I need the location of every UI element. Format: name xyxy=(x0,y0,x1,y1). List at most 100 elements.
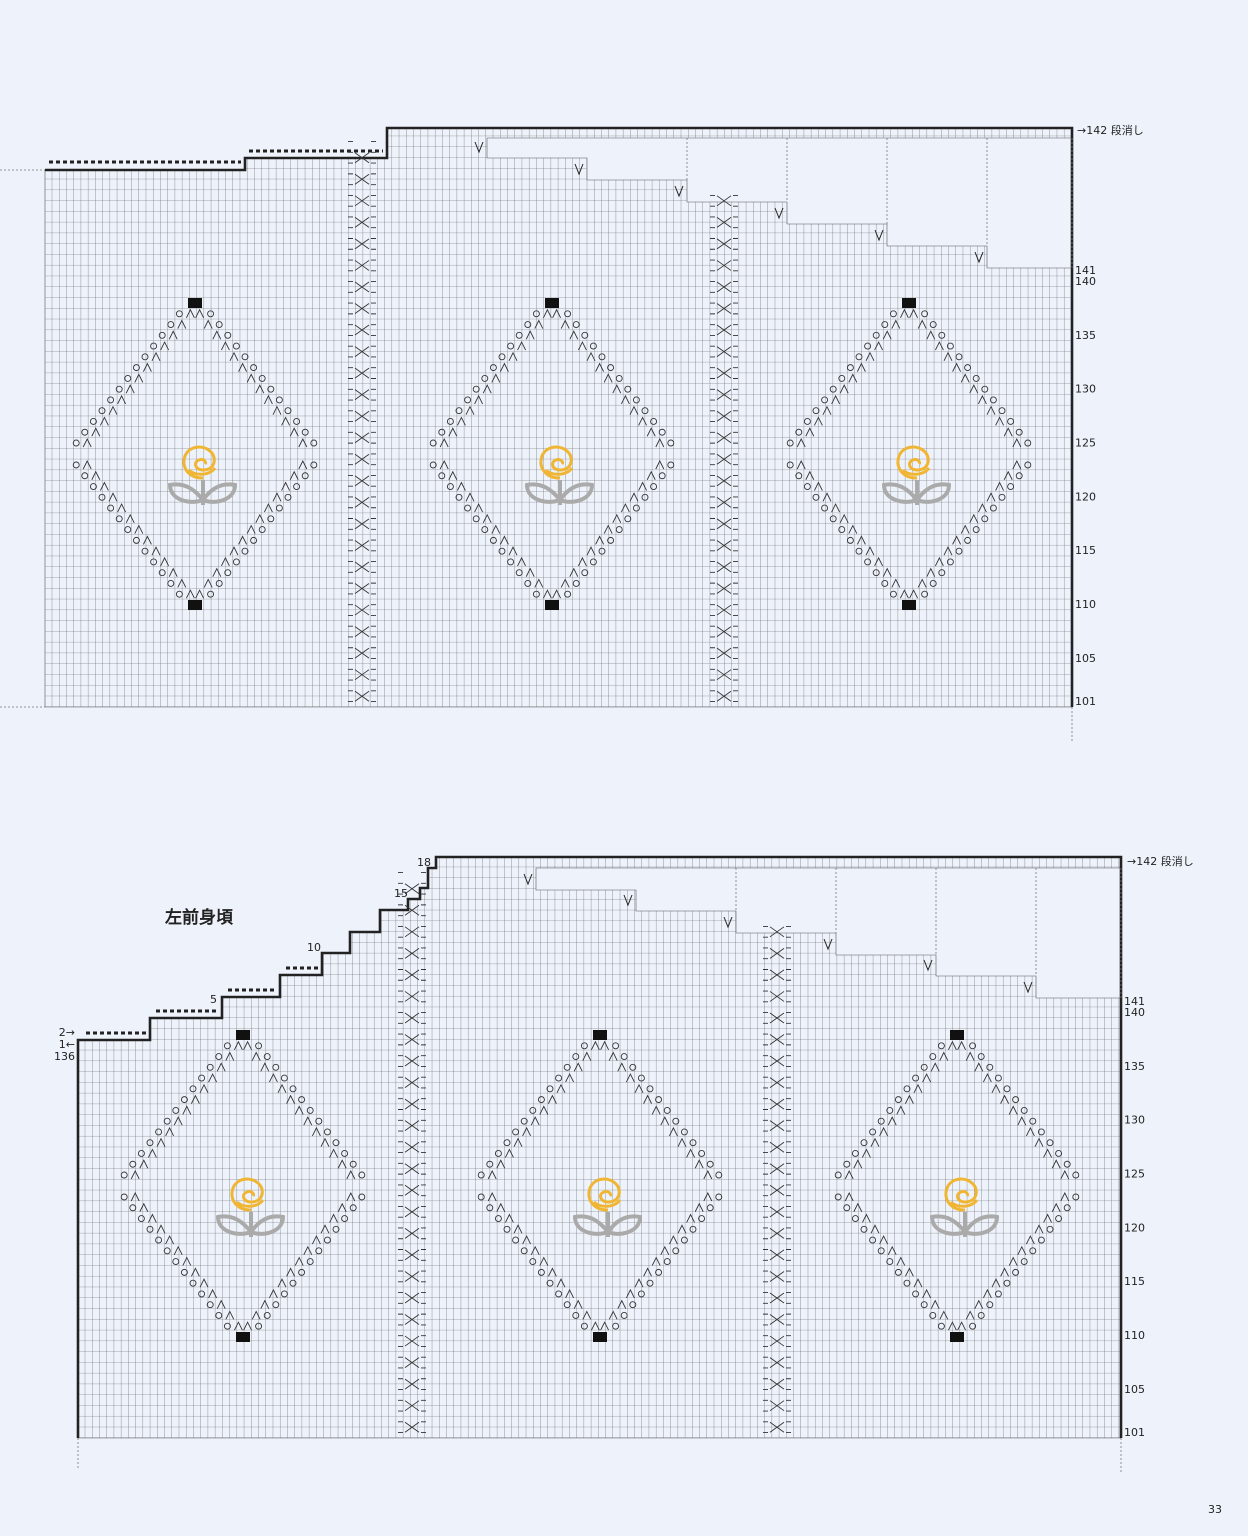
cable-mark xyxy=(769,1141,785,1153)
decrease-mark xyxy=(896,1105,906,1115)
yarn-over xyxy=(520,1247,528,1255)
yarn-over xyxy=(529,1258,537,1266)
cable-mark xyxy=(404,1400,420,1412)
cable-mark xyxy=(404,926,420,938)
cable-mark xyxy=(404,904,420,916)
yarn-over xyxy=(821,396,829,404)
cable-mark xyxy=(404,1077,420,1088)
yarn-over xyxy=(1063,1160,1071,1168)
yarn-over xyxy=(546,1279,554,1287)
yarn-over xyxy=(689,1139,697,1147)
yarn-over xyxy=(994,1074,1002,1082)
decrease-mark xyxy=(268,1073,278,1083)
decrease-mark xyxy=(289,470,299,480)
decrease-mark xyxy=(899,589,909,599)
yarn-over xyxy=(129,1160,137,1168)
decrease-mark xyxy=(147,1148,157,1158)
yarn-over xyxy=(241,353,249,361)
yarn-over xyxy=(280,1074,288,1082)
decrease-mark xyxy=(569,567,579,577)
flower-leaves xyxy=(881,480,952,505)
cable-mark xyxy=(716,410,732,422)
yarn-over xyxy=(855,353,863,361)
decrease-mark xyxy=(582,1310,592,1320)
yarn-over xyxy=(310,461,318,469)
yarn-over xyxy=(969,1322,977,1330)
yarn-over xyxy=(124,374,132,382)
yarn-over xyxy=(72,461,80,469)
yarn-over xyxy=(129,1204,137,1212)
yarn-over xyxy=(429,461,437,469)
row-number: 135 xyxy=(1075,329,1096,342)
cable-mark xyxy=(354,152,370,164)
row-number: 120 xyxy=(1075,490,1096,503)
yarn-over xyxy=(146,1139,154,1147)
decrease-mark xyxy=(565,1288,575,1299)
yarn-over xyxy=(938,331,946,339)
yarn-over xyxy=(860,1139,868,1147)
cable-mark xyxy=(354,583,370,594)
yarn-over xyxy=(298,1268,306,1276)
row-number: 140 xyxy=(1075,275,1096,288)
yarn-over xyxy=(998,493,1006,501)
yarn-over xyxy=(650,418,658,425)
decrease-mark xyxy=(465,405,475,415)
yarn-over xyxy=(263,1053,271,1060)
decrease-mark xyxy=(595,362,605,372)
yarn-over xyxy=(224,569,232,577)
decrease-mark xyxy=(474,394,484,405)
yarn-over xyxy=(98,493,106,501)
yarn-over xyxy=(998,407,1006,415)
yarn-over xyxy=(929,321,937,328)
yarn-over xyxy=(563,1301,571,1309)
decrease-mark xyxy=(243,1040,253,1050)
decrease-mark xyxy=(813,481,823,491)
decrease-mark xyxy=(655,459,665,470)
decrease-mark xyxy=(513,1224,523,1234)
decrease-mark xyxy=(439,438,449,448)
decrease-mark xyxy=(298,438,308,448)
yarn-over xyxy=(1020,1258,1028,1266)
yarn-over xyxy=(821,504,829,512)
row-number: 125 xyxy=(1124,1168,1145,1181)
decrease-mark xyxy=(1060,1170,1070,1180)
yarn-over xyxy=(272,1301,280,1309)
decrease-mark xyxy=(947,1040,957,1050)
yarn-over xyxy=(615,526,623,534)
yarn-over xyxy=(515,569,523,577)
decrease-mark xyxy=(294,1256,304,1266)
chart-outline xyxy=(76,855,1123,1438)
decrease-mark xyxy=(891,578,901,588)
yarn-over xyxy=(532,310,540,318)
decrease-mark xyxy=(870,1224,880,1234)
yarn-over xyxy=(275,504,283,512)
yarn-over xyxy=(624,515,632,523)
decrease-mark xyxy=(969,513,979,524)
row-number: 135 xyxy=(1124,1060,1145,1073)
yarn-over xyxy=(555,1290,563,1298)
yarn-over xyxy=(520,1117,528,1125)
flower-bloom xyxy=(539,445,574,480)
cable-mark xyxy=(404,1357,420,1368)
cable-mark xyxy=(716,583,732,594)
cable-mark xyxy=(354,410,370,422)
cable-mark xyxy=(404,1314,420,1325)
decrease-mark xyxy=(117,503,127,513)
charts: →142 段消し141140135130125120115110105101→1… xyxy=(0,123,1194,1473)
cable-mark xyxy=(404,1271,420,1282)
yarn-over xyxy=(464,396,472,404)
cable-mark xyxy=(404,991,420,1002)
decrease-mark xyxy=(456,481,466,491)
decrease-mark xyxy=(547,1267,557,1277)
yarn-over xyxy=(921,310,929,318)
yarn-over xyxy=(206,1301,214,1309)
yarn-over xyxy=(715,1171,723,1179)
decrease-mark xyxy=(887,1245,897,1256)
decrease-mark xyxy=(586,351,596,362)
decrease-mark xyxy=(879,1235,889,1245)
yarn-over xyxy=(438,428,446,436)
yarn-over xyxy=(529,1106,537,1114)
decrease-mark xyxy=(1012,459,1022,470)
decrease-mark xyxy=(831,503,841,513)
bobble xyxy=(236,1030,250,1040)
